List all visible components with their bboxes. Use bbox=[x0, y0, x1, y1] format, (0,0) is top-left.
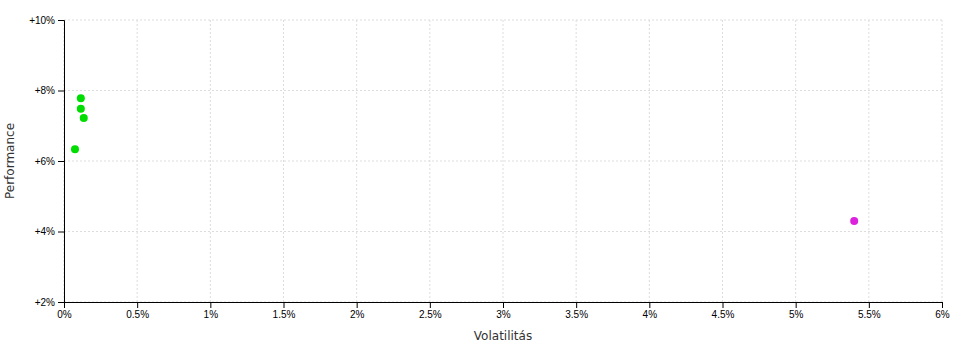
tick-label: 0% bbox=[57, 309, 72, 320]
series bbox=[71, 94, 88, 153]
point bbox=[77, 94, 85, 102]
tick-mark bbox=[649, 302, 650, 308]
tick: +10% bbox=[29, 15, 64, 26]
tick-label: +8% bbox=[35, 85, 55, 96]
chart: 0% 0.5% 1% 1.5% 2% 2.5% 3% 3.5% 4% 4.5% 5% 5.5% 6% +2… bbox=[0, 0, 966, 350]
tick: 3.5% bbox=[565, 302, 588, 320]
tick: 1% bbox=[204, 302, 219, 320]
tick-label: 3% bbox=[496, 309, 511, 320]
tick-label: 6% bbox=[935, 309, 950, 320]
tick: 0.5% bbox=[126, 302, 149, 320]
x-axis-title: Volatilitás bbox=[474, 329, 532, 343]
tick-mark bbox=[430, 302, 431, 308]
point bbox=[77, 105, 85, 113]
tick-label: 1.5% bbox=[273, 309, 296, 320]
tick-label: 0.5% bbox=[126, 309, 149, 320]
tick: 2% bbox=[350, 302, 365, 320]
point bbox=[850, 217, 858, 225]
tick: +2% bbox=[35, 297, 64, 308]
tick: 4% bbox=[643, 302, 658, 320]
x-axis: 0% 0.5% 1% 1.5% 2% 2.5% 3% 3.5% 4% 4.5% 5% 5.5% 6% bbox=[57, 302, 950, 320]
tick: 5.5% bbox=[858, 302, 881, 320]
y-axis: +2% +4% +6% +8% +10% bbox=[29, 15, 64, 308]
grid-line bbox=[503, 20, 504, 302]
tick-label: 4.5% bbox=[712, 309, 735, 320]
grid bbox=[64, 20, 942, 302]
tick-mark bbox=[284, 302, 285, 308]
axis-line bbox=[65, 303, 943, 309]
tick-mark bbox=[357, 302, 358, 308]
grid-line bbox=[722, 20, 723, 302]
tick-mark bbox=[723, 302, 724, 308]
tick-label: +4% bbox=[35, 226, 55, 237]
tick: +6% bbox=[35, 156, 64, 167]
tick-mark bbox=[58, 161, 64, 162]
tick: 5% bbox=[789, 302, 804, 320]
tick: 1.5% bbox=[273, 302, 296, 320]
tick-mark bbox=[869, 302, 870, 308]
tick-label: 4% bbox=[643, 309, 658, 320]
grid-line bbox=[64, 20, 942, 21]
tick: 3% bbox=[496, 302, 511, 320]
tick-label: 1% bbox=[204, 309, 219, 320]
tick-label: 3.5% bbox=[565, 309, 588, 320]
tick-mark bbox=[942, 302, 943, 308]
plot: 0% 0.5% 1% 1.5% 2% 2.5% 3% 3.5% 4% 4.5% 5% 5.5% 6% +2… bbox=[3, 15, 950, 343]
tick-label: 2.5% bbox=[419, 309, 442, 320]
tick-mark bbox=[576, 302, 577, 308]
grid-line bbox=[283, 20, 284, 302]
tick-label: +6% bbox=[35, 156, 55, 167]
tick: +4% bbox=[35, 226, 64, 237]
tick: 0% bbox=[57, 302, 72, 320]
tick: 4.5% bbox=[712, 302, 735, 320]
point bbox=[71, 145, 79, 153]
tick-mark bbox=[58, 302, 64, 303]
series bbox=[850, 217, 858, 225]
grid-line bbox=[64, 90, 942, 91]
grid-line bbox=[64, 161, 942, 162]
tick-mark bbox=[796, 302, 797, 308]
tick-label: 5.5% bbox=[858, 309, 881, 320]
y-axis-title: Performance bbox=[3, 123, 17, 199]
tick-label: 5% bbox=[789, 309, 804, 320]
grid-line bbox=[64, 231, 942, 232]
tick-label: 2% bbox=[350, 309, 365, 320]
tick: 2.5% bbox=[419, 302, 442, 320]
tick-mark bbox=[58, 20, 64, 21]
tick-label: +2% bbox=[35, 297, 55, 308]
tick-mark bbox=[58, 91, 64, 92]
tick-mark bbox=[137, 302, 138, 308]
marks bbox=[71, 94, 858, 225]
tick-mark bbox=[210, 302, 211, 308]
tick-mark bbox=[503, 302, 504, 308]
point bbox=[80, 114, 88, 122]
tick-mark bbox=[58, 232, 64, 233]
tick-label: +10% bbox=[29, 15, 55, 26]
tick: 6% bbox=[935, 302, 950, 320]
axis-line bbox=[58, 21, 65, 303]
tick: +8% bbox=[35, 85, 64, 96]
